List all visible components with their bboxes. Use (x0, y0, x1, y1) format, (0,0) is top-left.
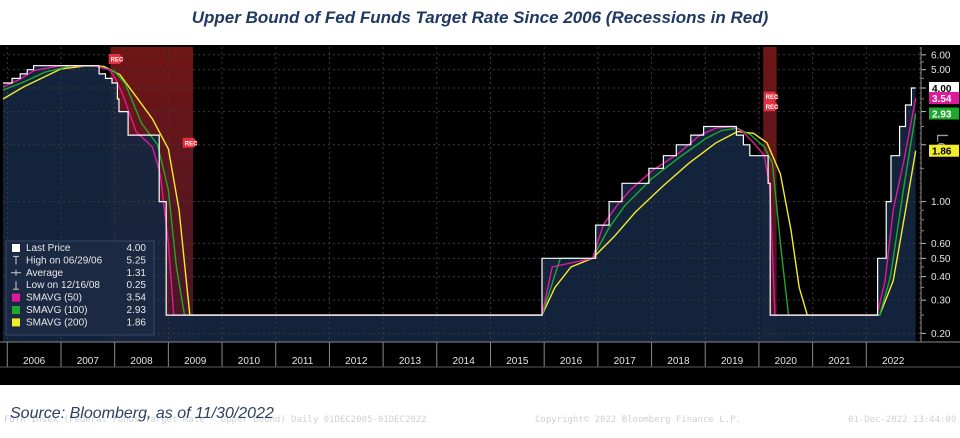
x-axis-tick-label: 2015 (506, 356, 529, 367)
x-axis-tick-label: 2018 (667, 356, 690, 367)
last-value-tag-text: 1.86 (932, 147, 952, 158)
recession-flag-2 (182, 137, 198, 148)
y-axis-tick-label: 1.00 (931, 197, 951, 208)
y-axis-tick-label: 0.30 (931, 296, 951, 307)
x-axis-tick-label: 2006 (23, 356, 46, 367)
x-axis-tick-label: 2017 (614, 356, 637, 367)
legend-swatch-5 (12, 293, 20, 302)
x-axis-tick-label: 2019 (721, 356, 744, 367)
recession-flag-label: REC (111, 58, 124, 64)
recession-flag-3 (763, 101, 779, 112)
last-value-tag-3 (929, 107, 959, 120)
x-axis-tick-label: 2010 (238, 356, 261, 367)
legend-label-7: SMAVG (200) (26, 317, 88, 328)
x-axis-tick-label: 2007 (77, 356, 100, 367)
legend-value-7: 1.86 (127, 317, 147, 328)
series-line-smavg-200- (2, 64, 917, 316)
x-axis-tick-label: 2011 (292, 356, 314, 367)
recession-flag-label: REC (766, 105, 779, 111)
series-line-smavg-100- (2, 64, 917, 316)
legend-swatch-6 (12, 306, 20, 314)
legend-value-6: 2.93 (127, 305, 147, 316)
legend-label-2: High on 06/29/06 (26, 255, 103, 266)
y-axis-tick-label: 0.20 (931, 329, 951, 340)
recession-flag-4 (763, 91, 779, 102)
x-axis-tick-label: 2021 (828, 356, 851, 367)
legend-label-4: Low on 12/16/08 (26, 280, 100, 291)
x-axis-tick-label: 2013 (399, 356, 422, 367)
y-axis-tick-label: 0.50 (931, 254, 951, 265)
series-line-last-price (3, 65, 916, 316)
legend-low-marker (13, 281, 19, 290)
recession-flag-label: REC (185, 141, 198, 147)
x-axis-tick-label: 2016 (560, 356, 583, 367)
legend-value-1: 4.00 (127, 243, 147, 254)
legend-label-1: Last Price (26, 243, 71, 254)
last-value-tag-text: 3.54 (932, 94, 952, 105)
footer-copyright: Copyright© 2022 Bloomberg Finance L.P. (535, 415, 741, 425)
x-axis-tick-label: 2009 (184, 356, 207, 367)
legend-swatch-7 (12, 318, 20, 327)
last-value-tag-text: 4.00 (932, 84, 952, 95)
bloomberg-chart-panel: REC REC REC REC 0.20 0.30 0.40 0.50 0.60 1.00 5.00… (0, 45, 960, 425)
last-value-tag-4 (929, 144, 959, 157)
last-value-tag-text: 2.93 (932, 110, 952, 121)
footer-timestamp: 01-Dec-2022 13:44:09 (848, 415, 957, 425)
footer-index-description: FDTR Index (Federal Funds Target Rate - … (4, 415, 427, 425)
series-line-smavg-50- (2, 65, 917, 316)
legend-high-marker (13, 255, 19, 265)
x-axis-tick-label: 2012 (345, 356, 368, 367)
legend-average-marker (11, 269, 21, 276)
chart-title: Upper Bound of Fed Funds Target Rate Sin… (191, 8, 769, 27)
x-axis-tick-label: 2020 (775, 356, 798, 367)
last-value-tag-1 (929, 82, 959, 95)
legend-label-5: SMAVG (50) (26, 293, 82, 304)
y-axis-tick-label: 5.00 (931, 65, 951, 76)
recession-flag-label: REC (766, 95, 779, 101)
legend-label-3: Average (26, 268, 64, 279)
recession-flag-1 (108, 54, 124, 65)
x-axis-tick-label: 2022 (882, 356, 905, 367)
legend-value-5: 3.54 (127, 293, 147, 304)
x-axis-tick-label: 2008 (130, 356, 153, 367)
chart-canvas: REC REC REC REC 0.20 0.30 0.40 0.50 0.60 1.00 5.00… (0, 47, 960, 368)
last-value-tag-2 (929, 92, 959, 105)
legend-value-2: 5.25 (127, 255, 147, 266)
legend-label-6: SMAVG (100) (26, 305, 88, 316)
y-axis-tick-label: 0.60 (931, 239, 951, 250)
y-axis-tick-label: 6.00 (931, 50, 951, 61)
last-price-area (3, 65, 916, 342)
legend-box (5, 240, 155, 336)
legend-value-4: 0.25 (127, 280, 147, 291)
source-note: Source: Bloomberg, as of 11/30/2022 (10, 405, 274, 422)
legend-value-3: 1.31 (127, 268, 147, 279)
y-axis-tick-label: 0.40 (931, 272, 951, 283)
x-axis-tick-label: 2014 (453, 356, 476, 367)
legend-swatch-1 (12, 244, 20, 252)
